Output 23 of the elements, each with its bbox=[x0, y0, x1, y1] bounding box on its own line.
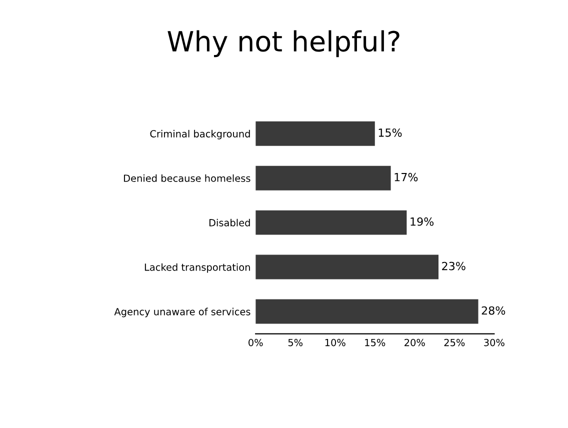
x-tick-label: 10% bbox=[325, 338, 346, 346]
x-tick-label: 25% bbox=[444, 338, 465, 346]
bar bbox=[256, 254, 438, 280]
y-tick-label: Agency unaware of services bbox=[114, 308, 250, 318]
x-tick-label: 15% bbox=[365, 338, 386, 346]
bar bbox=[256, 210, 407, 235]
y-tick-label: Disabled bbox=[209, 218, 250, 226]
data-label: 15% bbox=[378, 128, 402, 137]
y-tick-label: Criminal background bbox=[150, 130, 250, 140]
bar bbox=[256, 121, 375, 146]
bar bbox=[256, 166, 391, 190]
bar bbox=[256, 299, 478, 324]
x-tick-label: 5% bbox=[288, 338, 303, 346]
y-tick-label: Denied because homeless bbox=[124, 174, 250, 182]
data-label: 28% bbox=[482, 306, 506, 315]
chart-title: Why not helpful? bbox=[168, 30, 400, 58]
y-tick-label: Lacked transportation bbox=[144, 263, 250, 273]
data-label: 19% bbox=[410, 217, 434, 226]
x-tick-label: 20% bbox=[404, 338, 425, 346]
x-tick-label: 0% bbox=[248, 338, 263, 346]
data-label: 23% bbox=[442, 262, 466, 270]
x-tick-label: 30% bbox=[484, 338, 504, 346]
data-label: 17% bbox=[394, 172, 418, 182]
